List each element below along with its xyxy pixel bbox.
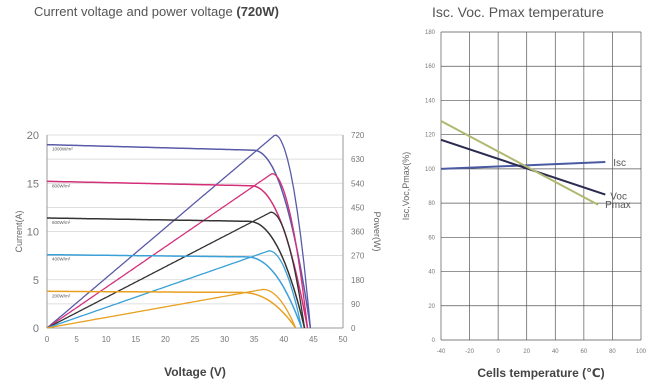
iv-y-tick-label: 0 [33, 323, 39, 335]
iv-x-tick-label: 20 [161, 335, 170, 344]
temp-series-line-1 [440, 138, 606, 196]
iv-series-label: 200W/m² [52, 293, 71, 298]
iv-y-tick-label: 5 [33, 275, 39, 287]
temp-y-tick-label: 140 [425, 98, 436, 104]
pv-curve-1 [46, 173, 309, 329]
iv-x-axis-title: Voltage (V) [164, 365, 226, 379]
pv-curve-2 [46, 211, 306, 329]
iv-curve-2 [47, 217, 306, 329]
temp-x-tick-label: 20 [523, 349, 530, 355]
temp-y-tick-label: 20 [428, 304, 435, 310]
iv-x-tick-label: 30 [220, 335, 229, 344]
temp-x-tick-label: 0 [496, 349, 500, 355]
iv-y-tick-label: 10 [27, 227, 39, 239]
iv-pv-chart: 0 5 10 15 20 25 30 35 40 45 5005101520090180270360… [14, 130, 382, 379]
iv-y2-tick-label: 90 [351, 300, 360, 309]
iv-series-label: 400W/m² [52, 257, 71, 262]
iv-y-tick-label: 15 [27, 178, 39, 190]
iv-series-label: 600W/m² [52, 220, 71, 225]
temp-y-tick-label: 100 [425, 167, 436, 173]
iv-chart-title-text: Current voltage and power voltage [34, 4, 233, 19]
iv-x-tick-label: 45 [309, 335, 318, 344]
temp-y-tick-label: 40 [428, 270, 435, 276]
temp-x-tick-label: -40 [437, 349, 446, 355]
temp-x-tick-label: 60 [581, 349, 588, 355]
iv-y2-tick-label: 720 [351, 131, 365, 140]
iv-series-label: 800W/m² [52, 183, 71, 188]
iv-x-tick-label: 0 [45, 335, 50, 344]
iv-x-tick-label: 50 [339, 335, 348, 344]
temp-y-tick-label: 60 [428, 235, 435, 241]
iv-y2-tick-label: 450 [351, 203, 365, 212]
iv-chart-title: Current voltage and power voltage (720W) [34, 4, 279, 19]
iv-x-tick-label: 15 [131, 335, 140, 344]
pv-curve-0 [46, 134, 312, 329]
temp-x-tick-label: 80 [609, 349, 616, 355]
iv-curve-0 [47, 143, 312, 329]
pv-curve-3 [46, 250, 303, 329]
iv-chart-title-power: (720W) [236, 4, 279, 19]
temp-y-tick-label: 180 [425, 30, 436, 36]
iv-x-tick-label: 5 [74, 335, 79, 344]
iv-y2-tick-label: 540 [351, 179, 365, 188]
iv-y2-tick-label: 360 [351, 228, 365, 237]
iv-y-axis-title: Current(A) [14, 210, 24, 252]
iv-x-tick-label: 25 [191, 335, 200, 344]
temp-y-tick-label: 80 [428, 201, 435, 207]
iv-y2-axis-title: Power(W) [372, 212, 382, 252]
temperature-chart: -40 -20 0 20 40 60 80 100 0 20 40 60 80 100 120 140 160 1… [401, 30, 647, 380]
temp-x-tick-label: -20 [465, 349, 474, 355]
iv-y2-tick-label: 270 [351, 252, 365, 261]
temp-series-label: Voc [610, 192, 627, 203]
temp-x-tick-label: 100 [636, 349, 647, 355]
pv-curve-4 [46, 288, 297, 329]
temp-y-tick-label: 160 [425, 64, 436, 70]
iv-curve-1 [46, 180, 309, 329]
iv-x-tick-label: 40 [279, 335, 288, 344]
iv-y2-tick-label: 0 [351, 324, 356, 333]
temp-y-axis-title: Isc,Voc,Pmax(%) [401, 152, 411, 221]
iv-x-tick-label: 35 [250, 335, 259, 344]
temp-series-label: Isc [613, 158, 626, 169]
temp-y-tick-label: 0 [432, 338, 436, 344]
iv-y2-tick-label: 180 [351, 276, 365, 285]
iv-curve-4 [47, 290, 297, 329]
iv-y-tick-label: 20 [27, 130, 39, 142]
temp-chart-title: Isc. Voc. Pmax temperature [432, 4, 604, 20]
iv-x-tick-label: 10 [102, 335, 111, 344]
temp-x-tick-label: 40 [552, 349, 559, 355]
iv-y2-tick-label: 630 [351, 155, 365, 164]
iv-series-label: 1000W/m² [52, 147, 73, 152]
iv-curve-3 [47, 253, 303, 329]
temp-series-label: Pmax [605, 200, 631, 211]
temp-y-tick-label: 120 [425, 133, 436, 139]
temp-series-line-2 [440, 120, 599, 206]
temp-x-axis-title: Cells temperature (℃) [477, 366, 604, 380]
